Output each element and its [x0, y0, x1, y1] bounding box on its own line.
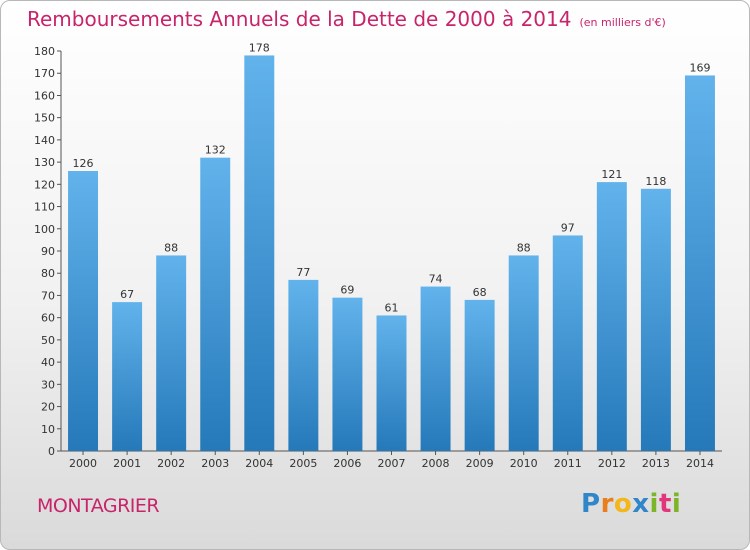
bar-2013	[640, 188, 671, 451]
y-tick-label: 20	[41, 401, 55, 414]
bar-2004	[244, 55, 275, 451]
bar-value-label: 68	[473, 286, 487, 299]
bar-2001	[112, 302, 143, 451]
y-tick-label: 100	[34, 223, 55, 236]
bar-2005	[288, 279, 319, 451]
bar-2012	[596, 182, 627, 451]
x-tick-label: 2014	[686, 457, 714, 470]
y-tick-label: 70	[41, 289, 55, 302]
chart-title-unit: (en milliers d'€)	[579, 16, 666, 29]
x-tick-label: 2008	[422, 457, 450, 470]
bar-2011	[552, 235, 583, 451]
x-tick-label: 2007	[378, 457, 406, 470]
x-tick-label: 2013	[642, 457, 670, 470]
bar-2007	[376, 315, 407, 451]
bar-2002	[156, 255, 187, 451]
chart-title: Remboursements Annuels de la Dette de 20…	[27, 7, 666, 31]
bar-value-label: 67	[120, 288, 134, 301]
bar-value-label: 88	[164, 241, 178, 254]
y-tick-label: 150	[34, 112, 55, 125]
bar-value-label: 88	[517, 241, 531, 254]
x-tick-label: 2011	[554, 457, 582, 470]
y-tick-label: 110	[34, 201, 55, 214]
x-tick-label: 2006	[333, 457, 361, 470]
x-tick-label: 2010	[510, 457, 538, 470]
bar-value-label: 74	[429, 273, 443, 286]
bar-value-label: 61	[385, 301, 399, 314]
bar-value-label: 132	[205, 144, 226, 157]
y-tick-label: 170	[34, 67, 55, 80]
bar-value-label: 169	[689, 61, 710, 74]
bar-value-label: 178	[249, 41, 270, 54]
y-tick-label: 80	[41, 267, 55, 280]
bar-value-label: 77	[296, 266, 310, 279]
bar-value-label: 118	[645, 175, 666, 188]
bar-value-label: 121	[601, 168, 622, 181]
bar-value-label: 97	[561, 221, 575, 234]
y-tick-label: 40	[41, 356, 55, 369]
x-tick-label: 2000	[69, 457, 97, 470]
bar-2003	[200, 157, 231, 451]
y-tick-label: 120	[34, 178, 55, 191]
x-tick-label: 2003	[201, 457, 229, 470]
bar-2009	[464, 299, 495, 451]
bar-2000	[68, 171, 99, 451]
y-tick-label: 0	[48, 445, 55, 458]
bar-value-label: 126	[73, 157, 94, 170]
y-tick-label: 90	[41, 245, 55, 258]
bar-value-label: 69	[340, 284, 354, 297]
bar-2006	[332, 297, 363, 451]
proxiti-logo: Proxiti	[581, 489, 682, 519]
chart-title-main: Remboursements Annuels de la Dette de 20…	[27, 7, 572, 31]
y-tick-label: 30	[41, 378, 55, 391]
y-tick-label: 10	[41, 423, 55, 436]
chart-bars: 126 67 88 132 178 77 69 61 74 68 88 97 121 118 169	[68, 41, 715, 451]
bar-2014	[684, 75, 715, 451]
bar-2010	[508, 255, 539, 451]
chart-axes: 0 10 20 30 40 50 60 70 80 90 100 110 120 130 140 150 160…	[34, 45, 722, 470]
x-tick-label: 2002	[157, 457, 185, 470]
y-tick-label: 50	[41, 334, 55, 347]
y-tick-label: 160	[34, 89, 55, 102]
x-tick-label: 2009	[466, 457, 494, 470]
x-tick-label: 2001	[113, 457, 141, 470]
y-tick-label: 60	[41, 312, 55, 325]
x-tick-label: 2012	[598, 457, 626, 470]
x-tick-label: 2005	[289, 457, 317, 470]
commune-name: MONTAGRIER	[37, 495, 160, 517]
x-tick-label: 2004	[245, 457, 273, 470]
y-tick-label: 130	[34, 156, 55, 169]
bar-2008	[420, 286, 451, 451]
y-tick-label: 180	[34, 45, 55, 58]
y-tick-label: 140	[34, 134, 55, 147]
